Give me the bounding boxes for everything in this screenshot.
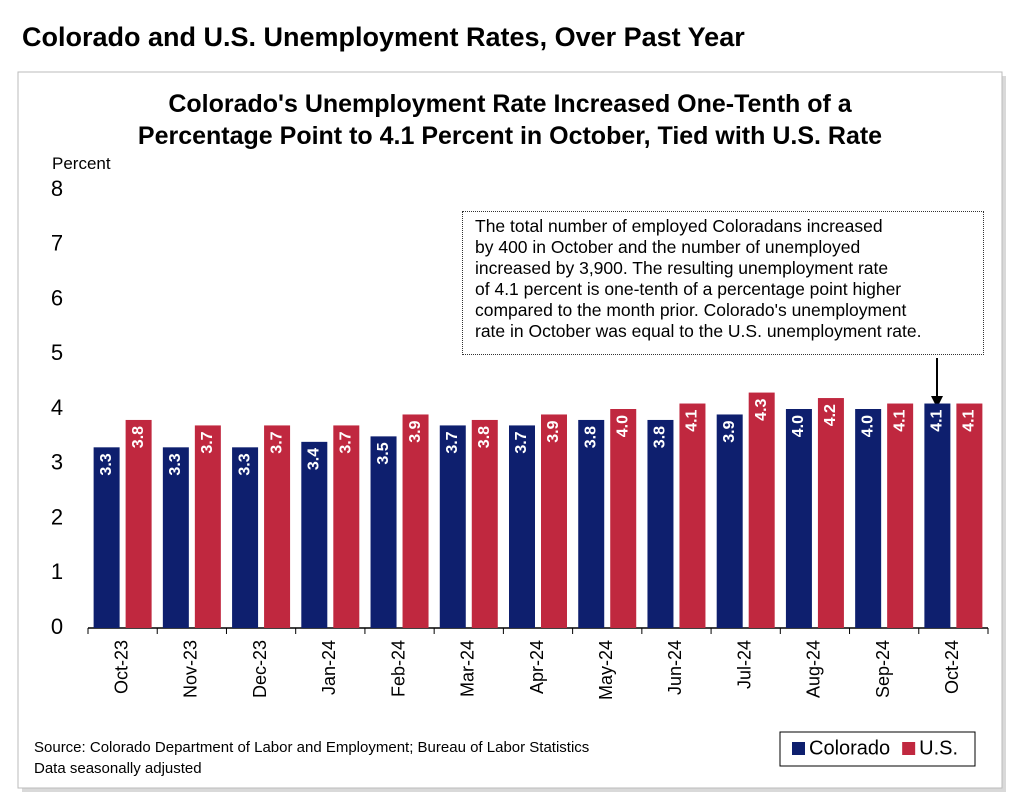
x-tick-label: May-24 <box>596 640 616 700</box>
bar <box>301 441 328 628</box>
annotation-line: The total number of employed Coloradans … <box>475 216 883 236</box>
data-label: 3.9 <box>545 420 562 442</box>
bar <box>93 447 120 628</box>
x-tick-label: Nov-23 <box>181 640 201 698</box>
annotation-line: rate in October was equal to the U.S. un… <box>475 321 922 341</box>
bar <box>679 403 706 628</box>
x-tick-label: Jul-24 <box>734 640 754 689</box>
x-tick-label: Feb-24 <box>388 640 408 697</box>
data-label: 3.7 <box>199 431 216 453</box>
y-tick-label: 2 <box>51 504 63 529</box>
annotation-line: of 4.1 percent is one-tenth of a percent… <box>475 279 902 299</box>
data-label: 3.9 <box>407 420 424 442</box>
bar <box>333 425 360 628</box>
bar <box>647 419 674 628</box>
y-tick-label: 8 <box>51 176 63 201</box>
y-tick-label: 1 <box>51 559 63 584</box>
data-label: 3.8 <box>582 426 599 448</box>
note: Data seasonally adjusted <box>34 760 202 777</box>
x-tick-label: Oct-23 <box>111 640 131 694</box>
annotation-arrowhead <box>931 396 943 408</box>
data-label: 4.1 <box>891 409 908 431</box>
page-title: Colorado and U.S. Unemployment Rates, Ov… <box>22 22 745 52</box>
source: Source: Colorado Department of Labor and… <box>34 739 589 756</box>
bar <box>578 419 605 628</box>
x-tick-label: Oct-24 <box>942 640 962 694</box>
data-label: 3.7 <box>513 431 530 453</box>
data-label: 3.3 <box>236 453 253 475</box>
data-label: 3.3 <box>98 453 115 475</box>
annotation-line: by 400 in October and the number of unem… <box>475 237 861 257</box>
data-label: 3.7 <box>268 431 285 453</box>
bar <box>125 419 152 628</box>
legend-box <box>779 731 976 767</box>
bar <box>264 425 291 628</box>
legend-label: U.S. <box>919 737 958 759</box>
data-label: 3.8 <box>652 426 669 448</box>
data-label: 3.7 <box>444 431 461 453</box>
bar <box>471 419 498 628</box>
legend-swatch <box>902 742 916 755</box>
data-label: 3.8 <box>476 426 493 448</box>
bar <box>402 414 429 628</box>
bar <box>194 425 221 628</box>
bar <box>855 409 882 628</box>
data-label: 4.1 <box>929 409 946 431</box>
data-label: 3.8 <box>130 426 147 448</box>
x-tick-label: Apr-24 <box>527 640 547 694</box>
legend-label: Colorado <box>809 737 890 759</box>
bar <box>610 409 637 628</box>
data-label: 4.0 <box>859 415 876 437</box>
y-tick-label: 6 <box>51 285 63 310</box>
bar <box>232 447 259 628</box>
data-label: 3.9 <box>721 420 738 442</box>
data-label: 4.0 <box>790 415 807 437</box>
x-tick-label: Dec-23 <box>250 640 270 698</box>
data-label: 4.1 <box>961 409 978 431</box>
x-tick-label: Aug-24 <box>804 640 824 698</box>
bar <box>370 436 397 628</box>
data-label: 3.4 <box>306 448 323 470</box>
x-tick-label: Jan-24 <box>319 640 339 695</box>
y-tick-label: 7 <box>51 231 63 256</box>
bar <box>509 425 535 628</box>
chart-title: Colorado's Unemployment Rate Increased O… <box>137 90 883 150</box>
data-label: 3.5 <box>375 442 392 464</box>
bar <box>924 403 951 628</box>
bar <box>541 414 567 628</box>
bar <box>748 392 775 628</box>
legend-swatch <box>792 742 805 755</box>
y-tick-label: 5 <box>51 340 63 365</box>
y-tick-label: 3 <box>51 450 63 475</box>
annotation-box: The total number of employed Coloradans … <box>462 211 984 355</box>
bar <box>162 447 189 628</box>
annotation-line: increased by 3,900. The resulting unempl… <box>475 258 889 278</box>
x-tick-label: Mar-24 <box>458 640 478 697</box>
data-label: 4.3 <box>753 398 770 420</box>
x-tick-label: Jun-24 <box>665 640 685 695</box>
data-label: 3.3 <box>167 453 184 475</box>
annotation-line: compared to the month prior. Colorado's … <box>475 300 907 320</box>
bar <box>817 398 844 628</box>
x-tick-label: Sep-24 <box>873 640 893 698</box>
bar <box>716 414 743 628</box>
data-label: 4.0 <box>614 415 631 437</box>
data-label: 3.7 <box>338 431 355 453</box>
y-axis-label: Percent <box>52 154 111 173</box>
data-label: 4.1 <box>684 409 701 431</box>
bar <box>785 409 812 628</box>
bar <box>887 403 914 628</box>
y-tick-label: 4 <box>51 395 63 420</box>
bar <box>439 425 466 628</box>
y-tick-label: 0 <box>51 614 63 639</box>
data-label: 4.2 <box>822 404 839 426</box>
bar <box>956 403 983 628</box>
